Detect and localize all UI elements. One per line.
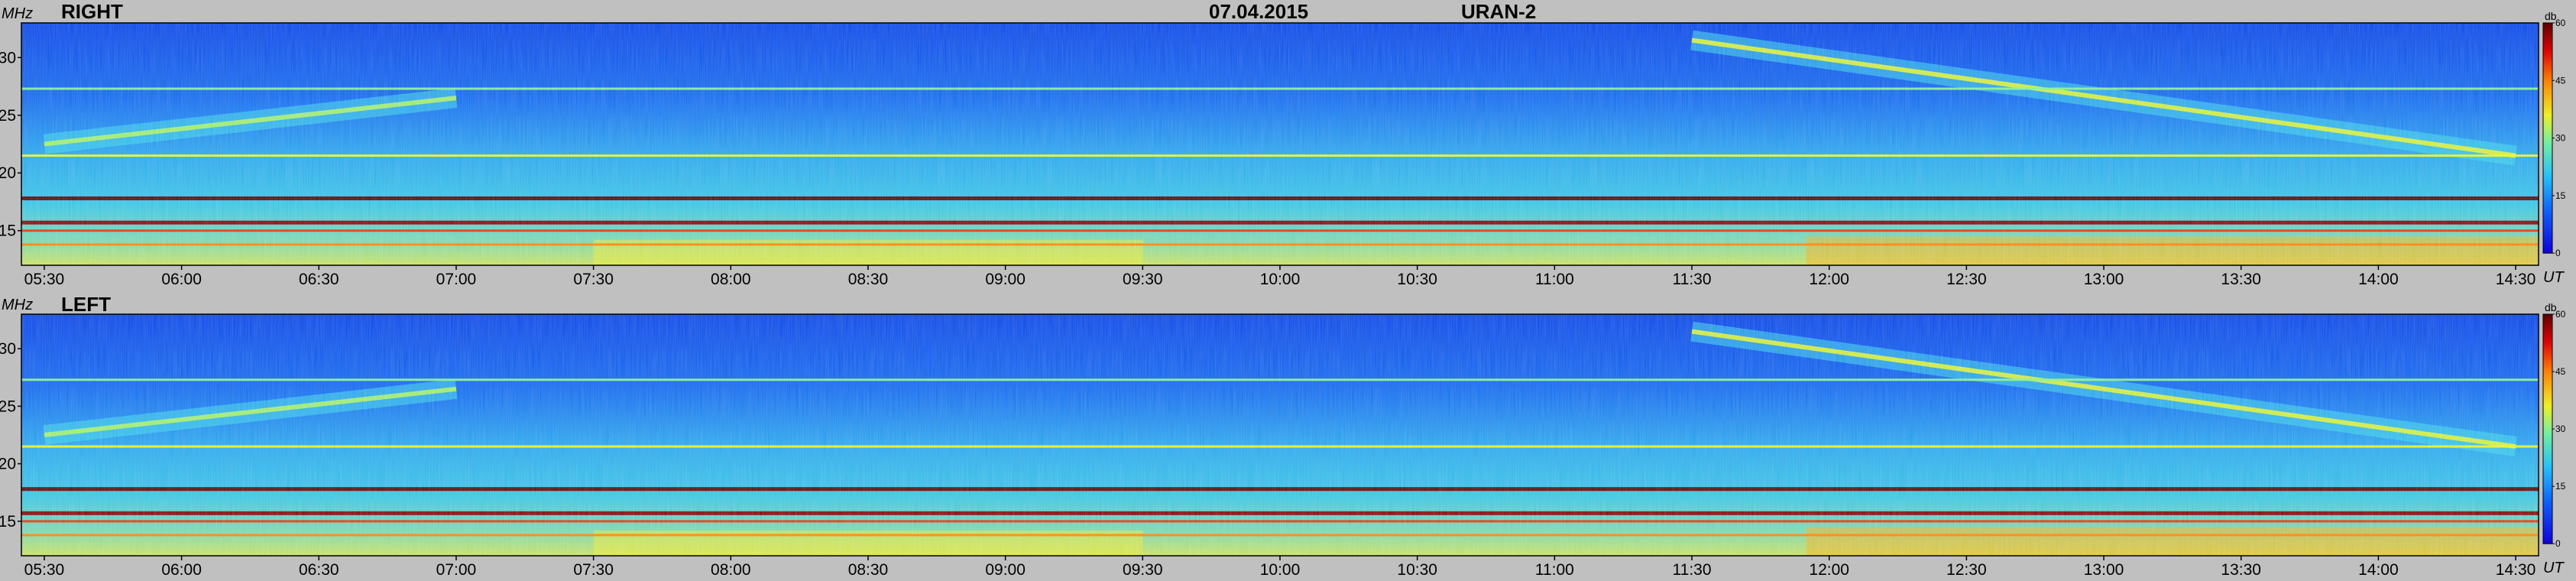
x-tick-label: 06:00 [161, 561, 202, 579]
colorbar-tick-label: 60 [2555, 309, 2566, 320]
x-tick-label: 07:30 [573, 271, 614, 288]
x-tick-label: 06:30 [299, 271, 339, 288]
x-tick-label: 14:30 [2496, 271, 2536, 288]
colorbar [2542, 22, 2553, 254]
x-tick-label: 14:00 [2358, 561, 2399, 579]
y-tick-label: 20 [0, 164, 16, 182]
x-tick-label: 08:30 [848, 561, 889, 579]
colorbar-tick-label: 30 [2555, 133, 2566, 144]
y-axis-unit: MHz [2, 5, 33, 22]
x-tick-label: 10:00 [1260, 271, 1301, 288]
x-tick-label: 11:30 [1673, 271, 1712, 288]
x-tick-label: 13:30 [2221, 561, 2261, 579]
spectrogram-panel-right: RIGHT MHz UT 15 20 25 30 05:30 06:00 06:30 07:00 07… [0, 0, 2566, 288]
x-tick-label: 08:00 [711, 561, 751, 579]
y-tick-label: 30 [0, 340, 16, 358]
x-tick-label: 13:30 [2221, 271, 2261, 288]
x-axis-unit: UT [2543, 560, 2565, 576]
colorbar-label: db [2545, 301, 2557, 313]
x-tick-label: 12:30 [1946, 561, 1987, 579]
x-tick-label: 10:30 [1397, 271, 1437, 288]
x-tick-label: 08:00 [711, 271, 751, 288]
x-tick-label: 12:00 [1809, 271, 1849, 288]
x-tick-label: 06:30 [299, 561, 339, 579]
x-tick-label: 13:00 [2084, 561, 2124, 579]
x-tick-label: 07:30 [573, 561, 614, 579]
noise-texture [21, 23, 2539, 265]
instrument-label: URAN-2 [1461, 0, 1536, 23]
colorbar-tick-label: 30 [2555, 424, 2566, 434]
x-tick-label: 09:30 [1123, 271, 1163, 288]
x-tick-label: 10:30 [1397, 561, 1437, 579]
x-tick-label: 11:00 [1535, 271, 1574, 288]
spectrogram-panel-left: LEFT MHz UT 15 20 25 30 05:30 06:00 06:30 07:00 07:… [0, 293, 2566, 579]
x-tick-label: 09:00 [985, 271, 1026, 288]
x-tick-label: 06:00 [161, 271, 202, 288]
x-tick-label: 11:30 [1673, 561, 1712, 579]
y-tick-label: 25 [0, 398, 16, 415]
x-axis-unit: UT [2543, 269, 2565, 286]
colorbar-tick-label: 15 [2555, 481, 2566, 492]
x-tick-label: 14:30 [2496, 561, 2536, 579]
y-tick-label: 15 [0, 513, 16, 531]
y-tick-label: 25 [0, 107, 16, 125]
x-tick-label: 05:30 [24, 271, 65, 288]
x-tick-label: 08:30 [848, 271, 889, 288]
noise-texture [21, 314, 2539, 556]
colorbar-tick-label: 0 [2555, 248, 2561, 258]
colorbar-tick-label: 45 [2555, 366, 2566, 377]
y-tick-label: 20 [0, 456, 16, 473]
x-tick-label: 09:30 [1123, 561, 1163, 579]
colorbar-tick-label: 0 [2555, 538, 2561, 549]
x-tick-label: 07:00 [436, 561, 477, 579]
panel-title: RIGHT [61, 0, 123, 23]
x-tick-label: 09:00 [985, 561, 1026, 579]
x-tick-label: 11:00 [1535, 561, 1574, 579]
panel-title: LEFT [61, 293, 111, 316]
x-tick-label: 12:00 [1809, 561, 1849, 579]
x-tick-label: 12:30 [1946, 271, 1987, 288]
x-tick-label: 13:00 [2084, 271, 2124, 288]
x-tick-label: 10:00 [1260, 561, 1301, 579]
colorbar-tick-label: 15 [2555, 190, 2566, 201]
x-tick-label: 14:00 [2358, 271, 2399, 288]
date-label: 07.04.2015 [1209, 0, 1308, 23]
x-tick-label: 07:00 [436, 271, 477, 288]
y-tick-label: 30 [0, 49, 16, 67]
colorbar-label: db [2545, 10, 2557, 22]
colorbar-tick-label: 45 [2555, 75, 2566, 86]
x-tick-label: 05:30 [24, 561, 65, 579]
colorbar [2542, 313, 2553, 544]
y-tick-label: 15 [0, 222, 16, 240]
colorbar-tick-label: 60 [2555, 18, 2566, 28]
y-axis-unit: MHz [2, 297, 33, 313]
